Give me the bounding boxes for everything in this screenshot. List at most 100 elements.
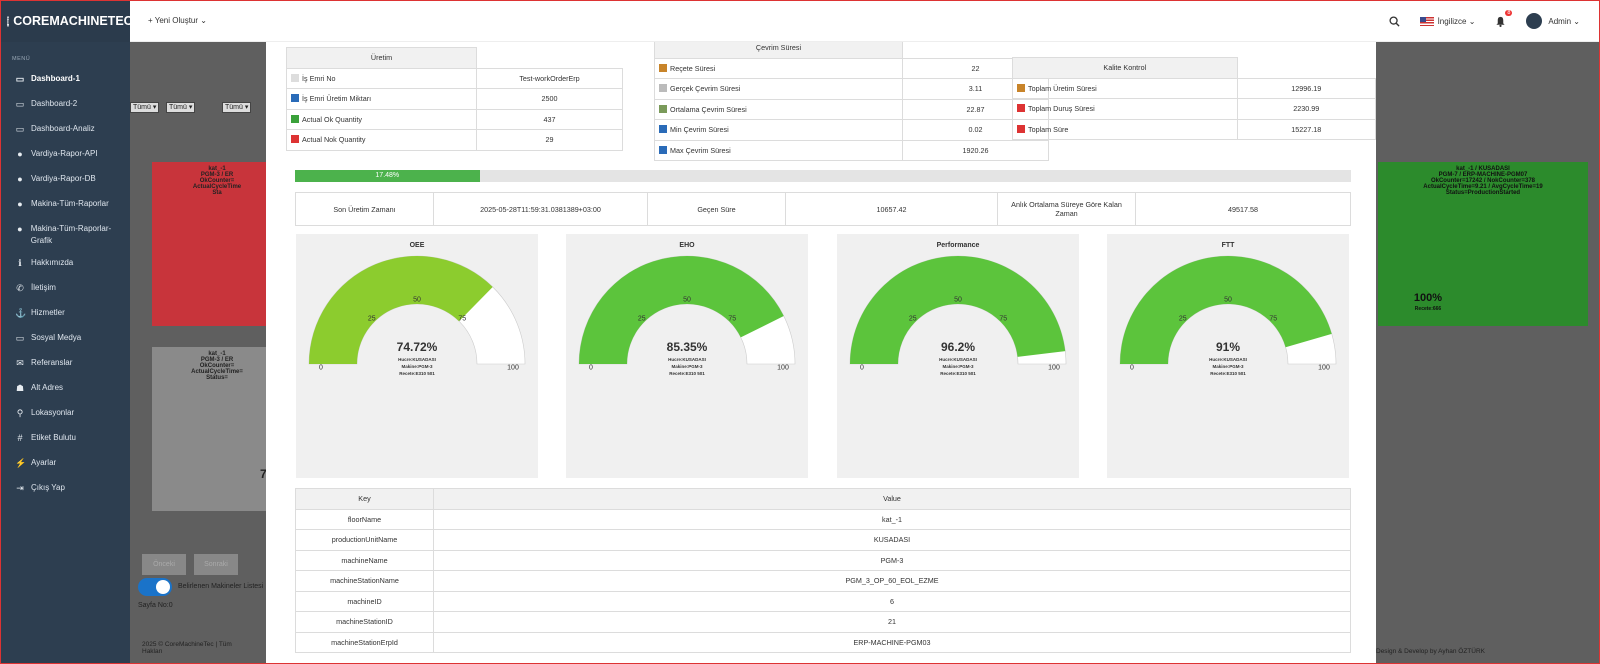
gauge-tick-label: 25 — [908, 315, 917, 323]
logout-icon: ⇥ — [16, 483, 24, 493]
gauge-tick-label: 50 — [1224, 296, 1232, 304]
table-row: productionUnitName KUSADASI — [295, 529, 1351, 551]
gauge-sub-label: Makine:PGM-3 — [942, 364, 974, 369]
gauge-tick-label: 75 — [728, 315, 737, 323]
globe-icon: ● — [17, 149, 23, 159]
kv-key: machineStationID — [295, 611, 434, 633]
sidebar-item-sosyal-medya[interactable]: ▭ Sosyal Medya — [0, 327, 130, 352]
bell-icon — [1496, 16, 1506, 27]
table-row: Ortalama Çevrim Süresi 22.87 — [654, 98, 1049, 120]
us-flag-icon — [1419, 16, 1434, 26]
sidebar-item-label: Dashboard-Analiz — [31, 124, 95, 133]
gauge-tick-label: 25 — [367, 315, 376, 323]
table-row: Min Çevrim Süresi 0.02 — [654, 119, 1049, 141]
gauge-value: 91% — [1215, 340, 1241, 354]
gauge-fill — [309, 255, 493, 364]
gauge-tick-label: 100 — [1318, 364, 1330, 372]
sidebar-item-lokasyonlar[interactable]: ⚲ Lokasyonlar — [0, 402, 130, 427]
kv-value-header: Value — [433, 488, 1351, 510]
gauge-tick-label: 50 — [683, 296, 691, 304]
avatar — [1526, 13, 1543, 29]
gauge-sub-label: Hucre:KUSADASI — [398, 357, 436, 362]
table-row: Reçete Süresi 22 — [654, 57, 1049, 79]
filter-select[interactable]: Tümü ▾ — [166, 102, 196, 113]
arrow-down-icon — [659, 125, 667, 134]
next-button[interactable]: Sonraki — [194, 554, 238, 575]
elapsed-value: 10657.42 — [785, 192, 998, 226]
sidebar-item-hakk-m-zda[interactable]: ℹ Hakkımızda — [0, 252, 130, 277]
sidebar-item-label: Vardiya-Rapor-DB — [31, 174, 96, 183]
kv-key: productionUnitName — [295, 529, 434, 551]
last-production-value: 2025-05-28T11:59:31.0381389+03:00 — [433, 192, 648, 226]
gauge-fill — [579, 256, 784, 364]
kv-value: 21 — [433, 611, 1351, 633]
hourglass-icon — [659, 104, 667, 113]
gauge-sub-label: Makine:PGM-3 — [671, 364, 703, 369]
key-value-table: Key Value floorName kat_-1 productionUnitNam… — [295, 488, 1351, 653]
kv-value: PGM-3 — [433, 549, 1351, 571]
filter-select[interactable]: Tümü ▾ — [222, 102, 252, 113]
new-create-button[interactable]: + Yeni Oluştur ⌄ — [148, 16, 207, 25]
sidebar-item-vardiya-rapor-api[interactable]: ● Vardiya-Rapor-API — [0, 143, 130, 168]
gauge-tick-label: 50 — [413, 296, 421, 304]
gauge-tick-label: 100 — [507, 364, 519, 372]
table-header: Üretim — [286, 47, 477, 69]
gauge-sub-label: Recete:E310 501 — [940, 371, 976, 376]
machine-card-green[interactable]: kat_-1 / KUSADASI PGM-7 / ERP-MACHINE-PG… — [1378, 162, 1588, 326]
gauge-tick-label: 100 — [777, 364, 789, 372]
sidebar-item-label: Hakkımızda — [31, 258, 74, 267]
sidebar-item-label: Ayarlar — [31, 458, 57, 467]
machine-detail-modal: Üretim İş Emri No Test-workOrderErp İş Emri… — [266, 42, 1376, 664]
gauge-eho: EHO 0 25 50 75 100 85.35% Hucre:KUSADASI Makine:… — [566, 234, 808, 478]
gauge-sub-label: Hucre:KUSADASI — [668, 357, 706, 362]
user-menu[interactable]: Admin ⌄ — [1526, 13, 1580, 29]
sidebar-item-label: Çıkış Yap — [31, 483, 65, 492]
table-row: machineStationName PGM_3_OP_60_EOL_EZME — [295, 570, 1351, 592]
sidebar-item-ayarlar[interactable]: ⚡ Ayarlar — [0, 452, 130, 477]
sidebar-item-dashboard-2[interactable]: ▭ Dashboard-2 — [0, 93, 130, 118]
quality-table: Kalite Kontrol Toplam Üretim Süresi 12996.… — [1012, 57, 1376, 140]
kv-key-header: Key — [295, 488, 434, 510]
last-production-label: Son Üretim Zamanı — [295, 192, 434, 226]
sidebar-item-makina-t-m-raporlar[interactable]: ● Makina-Tüm-Raporlar — [0, 193, 130, 218]
language-select[interactable]: İngilizce ⌄ — [1419, 16, 1475, 26]
sidebar-item-alt-adres[interactable]: ☗ Alt Adres — [0, 377, 130, 402]
sidebar-item-etiket-bulutu[interactable]: # Etiket Bulutu — [0, 427, 130, 452]
users-icon: ☗ — [15, 383, 25, 393]
sidebar-item-vardiya-rapor-db[interactable]: ● Vardiya-Rapor-DB — [0, 168, 130, 193]
progress-fill: 17.48% — [295, 170, 480, 182]
sidebar-item-label: Hizmetler — [31, 308, 65, 317]
machine-list-toggle[interactable] — [138, 578, 172, 596]
table-row: Actual Ok Quantity 437 — [286, 108, 623, 130]
remaining-value: 49517.58 — [1135, 192, 1351, 226]
gauge-performance: Performance 0 25 50 75 100 96.2% Hucre:KUSADASI… — [837, 234, 1079, 478]
sidebar-item-label: İletişim — [31, 283, 56, 292]
machine-card-gray[interactable]: kat_-1 PGM-3 / ER OkCounter= ActualCycle… — [152, 347, 282, 511]
gauge-tick-label: 100 — [1048, 364, 1060, 372]
footer-copyright: 2025 © CoreMachineTec | Tüm Hakları — [130, 636, 266, 664]
gauge-tick-label: 0 — [860, 364, 864, 372]
sidebar-item-i-leti-im[interactable]: ✆ İletişim — [0, 277, 130, 302]
globe-icon: ● — [17, 224, 23, 234]
machine-card-red[interactable]: kat_-1 PGM-3 / ER OkCounter= ActualCycle… — [152, 162, 282, 326]
brand-logo[interactable]: i COREMACHINETEC — [0, 0, 133, 42]
map-pin-icon: ⚲ — [16, 408, 24, 418]
sidebar-item-referanslar[interactable]: ✉ Referanslar — [0, 352, 130, 377]
sidebar-item-label: Sosyal Medya — [31, 333, 82, 342]
box-icon — [291, 94, 299, 103]
gauge-title: EHO — [679, 242, 695, 249]
sidebar-item-makina-t-m-raporlar-grafik[interactable]: ● Makina-Tüm-Raporlar-Grafik — [0, 218, 130, 252]
table-row: Actual Nok Quantity 29 — [286, 129, 623, 151]
sidebar-item-dashboard-1[interactable]: ▭ Dashboard-1 — [0, 68, 130, 93]
sidebar-item-hizmetler[interactable]: ⚓ Hizmetler — [0, 302, 130, 327]
remaining-label: Anlık Ortalama Süreye Göre Kalan Zaman — [997, 192, 1136, 226]
prev-button[interactable]: Önceki — [142, 554, 186, 575]
table-row: Max Çevrim Süresi 1920.26 — [654, 139, 1049, 161]
sidebar-item-dashboard-analiz[interactable]: ▭ Dashboard-Analiz — [0, 118, 130, 143]
sidebar-item--k-yap[interactable]: ⇥ Çıkış Yap — [0, 477, 130, 502]
notification-bell[interactable]: 8 — [1495, 9, 1513, 27]
gauge-ftt: FTT 0 25 50 75 100 91% Hucre:KUSADASI Makine:PGM… — [1107, 234, 1349, 478]
filter-select[interactable]: Tümü ▾ — [130, 102, 160, 113]
production-table: Üretim İş Emri No Test-workOrderErp İş Emri… — [286, 47, 623, 151]
search-icon[interactable] — [1389, 15, 1400, 27]
